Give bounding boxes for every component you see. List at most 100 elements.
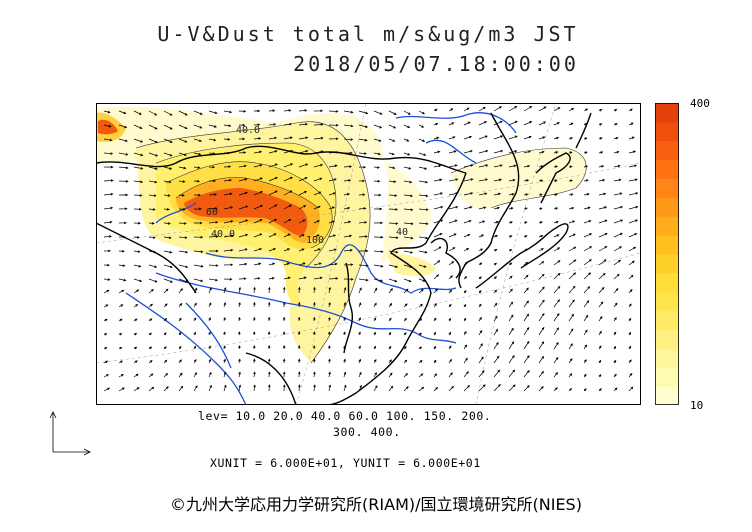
wind-arrow	[178, 317, 182, 322]
wind-arrow	[253, 277, 261, 280]
wind-arrow	[418, 222, 429, 226]
wind-arrow	[493, 149, 504, 154]
wind-arrow	[223, 165, 232, 169]
wind-arrow	[298, 109, 308, 112]
wind-arrow	[298, 219, 306, 224]
wind-arrow	[613, 178, 622, 182]
wind-arrow	[538, 370, 545, 378]
wind-arrow	[208, 193, 217, 196]
colorbar-swatch	[655, 121, 679, 142]
wind-arrow	[118, 360, 123, 364]
wind-arrow	[343, 179, 352, 182]
wind-arrow	[343, 302, 347, 308]
wind-arrow	[313, 248, 321, 252]
wind-arrow	[313, 220, 320, 224]
wind-arrow	[298, 149, 309, 154]
wind-arrow	[193, 250, 204, 254]
wind-arrow	[568, 246, 577, 252]
wind-arrow	[223, 124, 232, 128]
wind-arrow	[433, 178, 443, 182]
wind-arrow	[328, 206, 335, 210]
wind-arrow	[403, 264, 413, 268]
wind-arrow	[328, 178, 337, 182]
wind-arrow	[373, 221, 384, 225]
wind-arrow	[538, 326, 545, 336]
wind-arrow	[118, 304, 124, 308]
wind-arrow	[403, 278, 412, 283]
wind-arrow	[493, 235, 499, 238]
wind-arrow	[298, 276, 307, 280]
wind-arrow	[133, 166, 144, 170]
wind-arrow	[238, 178, 248, 182]
wind-arrow	[373, 345, 376, 350]
wind-arrow	[298, 163, 309, 168]
wind-arrow	[178, 166, 187, 170]
wind-arrow	[553, 193, 558, 196]
wind-arrow	[523, 287, 529, 294]
contour-levels-line1: lev= 10.0 20.0 40.0 60.0 100. 150. 200.	[198, 409, 492, 423]
wind-arrow	[103, 347, 108, 350]
wind-arrow	[178, 345, 182, 350]
wind-arrow	[163, 264, 173, 269]
wind-arrow	[628, 386, 634, 392]
wind-arrow	[433, 373, 437, 378]
wind-arrow	[598, 109, 603, 112]
wind-arrow	[433, 136, 440, 140]
wind-arrow	[553, 260, 561, 266]
wind-arrow	[283, 136, 293, 140]
wind-arrow	[133, 110, 142, 115]
wind-arrow	[403, 386, 409, 392]
wind-arrow	[312, 331, 316, 336]
wind-arrow	[418, 194, 429, 198]
wind-arrow	[373, 193, 382, 197]
wind-arrow	[463, 107, 470, 112]
wind-arrow	[268, 150, 278, 154]
wind-arrow	[388, 194, 398, 197]
wind-arrow	[193, 302, 197, 308]
wind-arrow	[613, 317, 617, 322]
wind-arrow	[403, 166, 412, 170]
wind-arrow	[103, 374, 109, 378]
wind-arrow	[103, 318, 108, 322]
wind-arrow	[568, 107, 575, 112]
wind-arrow	[193, 317, 197, 322]
wind-arrow	[493, 249, 498, 252]
wind-arrow	[583, 388, 587, 392]
wind-arrow	[478, 356, 484, 364]
wind-arrow	[538, 386, 544, 392]
wind-arrow	[433, 288, 438, 294]
wind-arrow	[568, 122, 574, 126]
wind-arrow	[283, 122, 293, 126]
wind-arrow	[508, 135, 518, 140]
wind-arrow	[568, 272, 577, 280]
wind-arrow	[418, 208, 429, 212]
wind-arrow	[268, 109, 276, 112]
wind-arrow	[583, 137, 588, 140]
wind-arrow	[613, 373, 617, 378]
wind-arrow	[388, 264, 399, 268]
wind-arrow	[523, 106, 533, 112]
colorbar-swatch	[655, 197, 679, 217]
wind-arrow	[478, 234, 485, 238]
wind-arrow	[238, 301, 241, 308]
wind-arrow	[433, 386, 438, 392]
wind-arrow	[508, 275, 513, 280]
wind-arrow	[418, 346, 422, 350]
wind-arrow	[598, 151, 604, 154]
wind-arrow	[178, 278, 189, 283]
wind-arrow	[358, 152, 367, 155]
wind-arrow	[283, 204, 292, 210]
wind-arrow	[133, 304, 139, 308]
wind-arrow	[388, 250, 399, 254]
wind-arrow	[268, 276, 275, 280]
wind-arrow	[163, 166, 173, 170]
wind-arrow	[118, 374, 124, 378]
wind-arrow	[298, 262, 306, 266]
wind-arrow	[163, 386, 169, 392]
wind-arrow	[388, 331, 392, 336]
wind-arrow	[118, 235, 126, 239]
wind-arrow	[298, 205, 307, 210]
wind-arrow	[598, 246, 608, 252]
wind-arrow	[148, 264, 158, 268]
wind-arrow	[493, 135, 504, 140]
